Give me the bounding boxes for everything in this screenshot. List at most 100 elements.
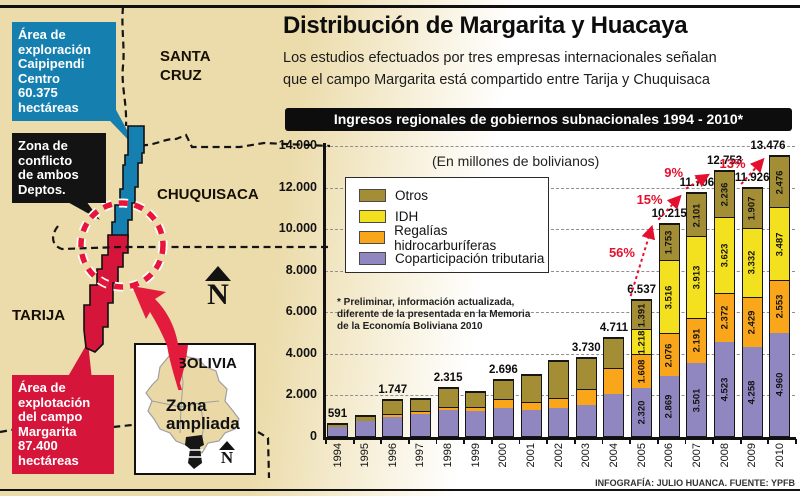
- x-axis-year-label: 2005: [635, 443, 648, 468]
- bar-segment-value: 2.236: [719, 182, 731, 207]
- border-tarija-south-right: [257, 431, 271, 479]
- bar-segment: [355, 420, 375, 436]
- inset-compass-north: N: [216, 441, 238, 466]
- x-axis-tick: [518, 439, 521, 444]
- legend-item: IDH: [359, 206, 548, 227]
- callout-explotacion-pointer: [66, 342, 92, 380]
- bar-segment-value: 2.372: [719, 305, 731, 330]
- inset-map-bolivia: BOLIVIA Zona ampliada N: [134, 343, 256, 475]
- bar-segment-value: 4.960: [774, 373, 786, 397]
- x-axis-year-label: 2009: [746, 443, 759, 468]
- stacked-bar-2000: [492, 378, 514, 437]
- x-axis-tick: [739, 439, 742, 444]
- x-axis-tick: [712, 439, 714, 444]
- border-santacruz-west: [121, 6, 128, 127]
- stacked-bar-2003: [575, 357, 597, 437]
- bar-segment: [604, 338, 624, 369]
- bar-segment: [549, 361, 569, 399]
- growth-arrow: [657, 194, 682, 221]
- stacked-bar-2002: [548, 360, 570, 437]
- bar-total-label: 6.537: [627, 284, 656, 297]
- x-axis-year-label: 2000: [497, 443, 510, 468]
- bolivia-department-borders: [151, 350, 220, 438]
- bar-segment-value: 2.553: [774, 294, 786, 319]
- conflict-circle: [78, 200, 166, 290]
- legend-item: Coparticipación tributaria: [359, 248, 548, 269]
- x-axis-year-label: 2001: [525, 443, 538, 468]
- bar-segment: [770, 155, 790, 208]
- stacked-bar-2005: [631, 299, 653, 437]
- legend-swatch: [359, 252, 386, 265]
- callout-exploracion: Área de exploración Caipipendi Centro 60…: [12, 22, 116, 122]
- bar-segment: [742, 188, 762, 228]
- exploitation-area-shape: [83, 234, 129, 353]
- bar-segment: [770, 279, 790, 333]
- bar-segment: [687, 236, 707, 318]
- bar-segment: [632, 387, 652, 436]
- x-axis-line: [323, 437, 796, 440]
- bar-segment: [466, 411, 486, 436]
- x-axis-year-label: 1998: [442, 443, 455, 468]
- stacked-bar-1997: [409, 397, 431, 437]
- bar-segment: [410, 398, 430, 412]
- legend-swatch: [359, 210, 386, 223]
- x-axis-tick: [795, 439, 797, 444]
- stacked-bar-1995: [354, 415, 376, 437]
- x-axis-year-label: 2007: [690, 443, 703, 468]
- bar-segment: [604, 393, 624, 436]
- bar-total-label: 12.753: [706, 154, 743, 167]
- bar-segment: [438, 410, 458, 436]
- bar-segment: [355, 416, 375, 421]
- x-axis-tick: [656, 439, 659, 444]
- chart-title-banner: Ingresos regionales de gobiernos subnaci…: [285, 108, 792, 131]
- bar-segment: [576, 404, 596, 436]
- bar-segment-value: 2.476: [774, 170, 786, 194]
- bar-segment: [632, 354, 652, 388]
- bar-segment: [549, 407, 569, 436]
- bar-total-label: 1.747: [378, 383, 408, 396]
- growth-percent-label: 56%: [608, 245, 635, 261]
- legend-label: Otros: [395, 188, 429, 203]
- bar-segment: [410, 411, 430, 415]
- top-border-line: [0, 5, 800, 8]
- bar-segment-value: 2.869: [663, 394, 675, 419]
- bar-segment: [576, 358, 596, 390]
- growth-arrow: [740, 157, 765, 185]
- bar-segment: [576, 389, 596, 405]
- x-axis-tick: [408, 439, 410, 444]
- bar-segment: [742, 297, 762, 348]
- x-axis-year-label: 1995: [359, 443, 372, 468]
- bar-segment: [715, 170, 735, 218]
- stacked-bar-2008: [714, 169, 736, 437]
- bar-segment-value: 4.258: [746, 380, 758, 405]
- growth-percent-label: 13%: [719, 155, 746, 171]
- region-label-chuquisaca: CHUQUISACA: [157, 186, 259, 203]
- bar-segment: [410, 414, 430, 436]
- bar-segment: [659, 333, 679, 377]
- bar-segment-value: 3.501: [691, 388, 703, 412]
- zona-ampliada-area: [185, 435, 204, 469]
- stacked-bar-2009: [741, 187, 763, 437]
- x-axis-year-label: 2004: [607, 443, 620, 468]
- bar-segment-value: 2.320: [636, 400, 648, 425]
- x-axis-tick: [573, 439, 576, 444]
- x-axis-year-label: 1999: [469, 443, 482, 468]
- inset-title: BOLIVIA: [176, 355, 237, 372]
- legend-swatch: [359, 231, 386, 244]
- bar-segment: [383, 414, 403, 418]
- bar-segment: [770, 332, 790, 436]
- stacked-bar-1999: [465, 391, 487, 437]
- gridline: [325, 146, 795, 147]
- growth-arrow: [685, 173, 710, 190]
- bar-segment-value: 3.516: [663, 285, 675, 310]
- bar-total-label: 11.926: [734, 172, 770, 185]
- gridline: [325, 353, 795, 355]
- bar-segment: [521, 410, 541, 436]
- bar-segment-value: 1.391: [636, 303, 648, 327]
- legend-swatch: [359, 189, 386, 202]
- bottom-border-line: [0, 489, 800, 491]
- growth-percent-label: 15%: [636, 191, 663, 207]
- bar-segment: [742, 227, 762, 297]
- bar-segment-value: 1.608: [636, 359, 648, 384]
- inset-compass-north-icon: [219, 441, 235, 450]
